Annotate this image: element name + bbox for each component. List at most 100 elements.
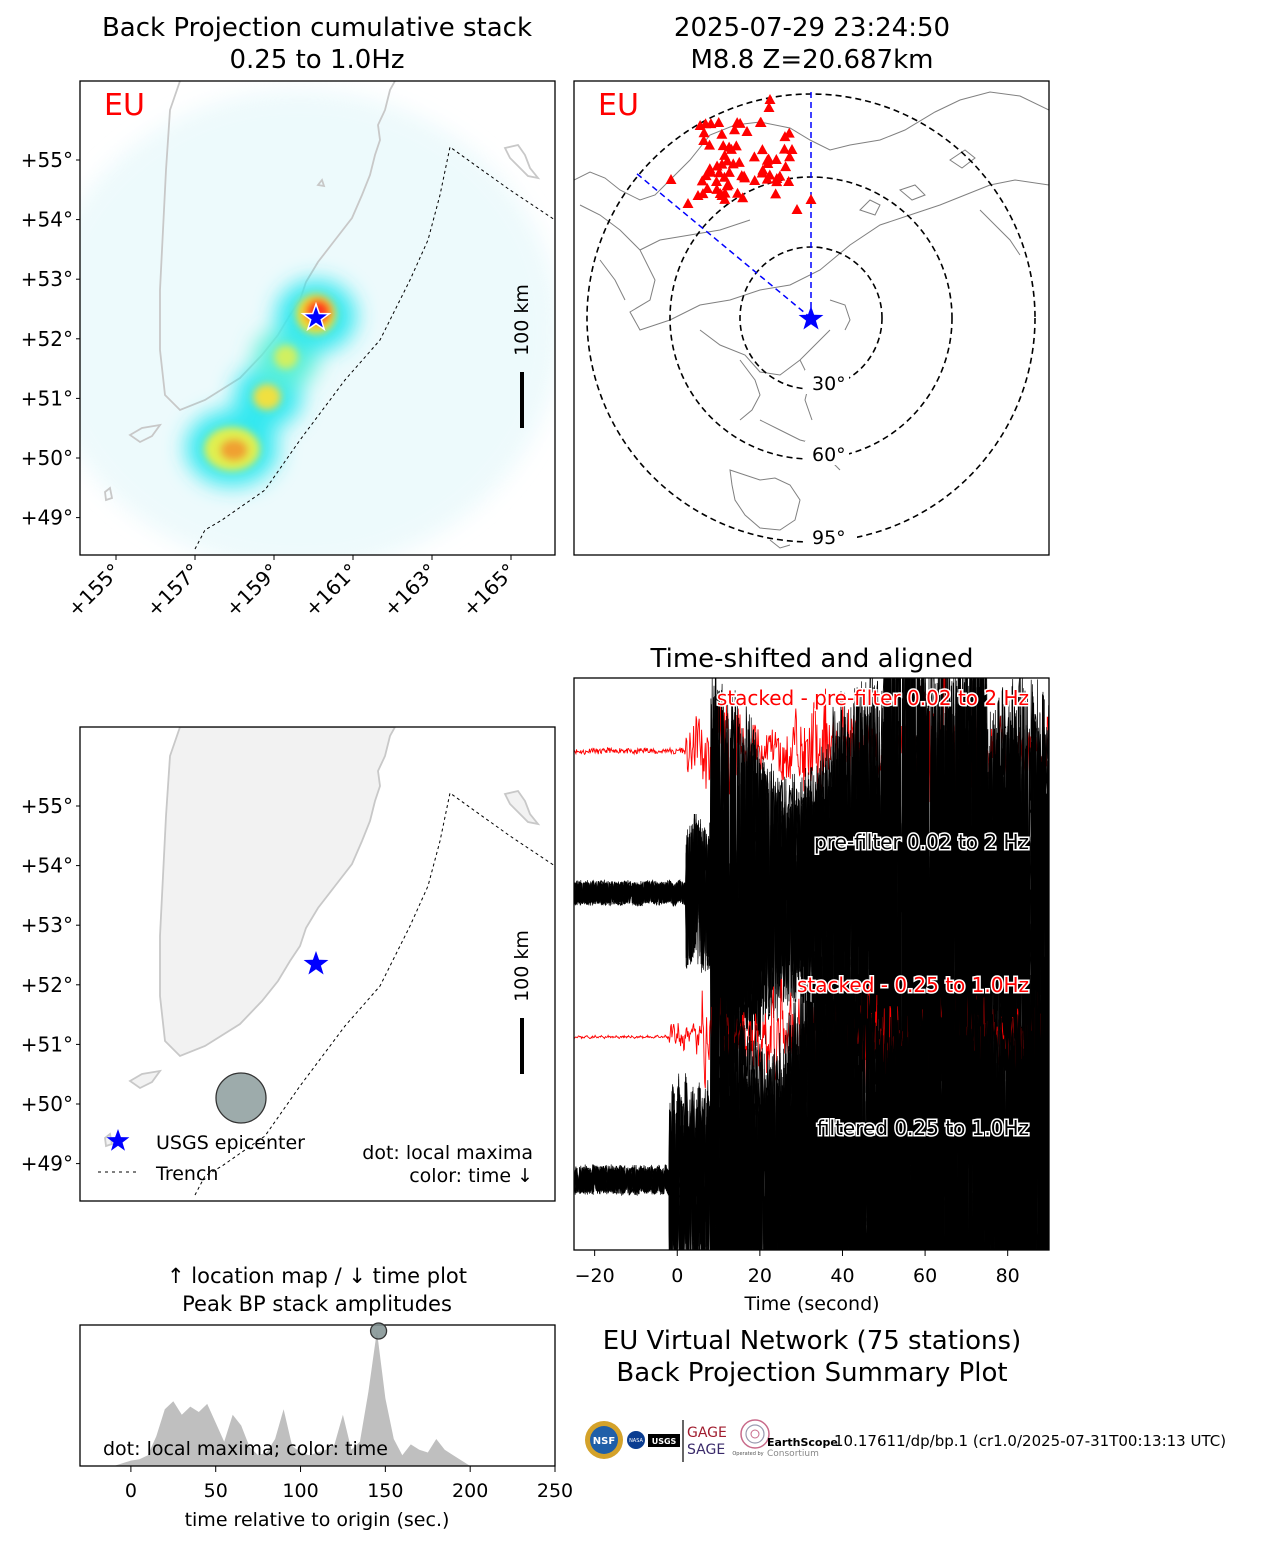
station-marker bbox=[713, 167, 725, 178]
legend-epicenter-label: USGS epicenter bbox=[156, 1132, 305, 1154]
station-marker bbox=[700, 170, 712, 181]
station-marker bbox=[741, 125, 753, 136]
station-map-title-line2: M8.8 Z=20.687km bbox=[690, 45, 933, 75]
station-marker bbox=[697, 188, 709, 199]
station-marker bbox=[748, 151, 760, 162]
time-tick-label: 60 bbox=[913, 1265, 937, 1287]
ring-label-30: 30° bbox=[812, 373, 846, 395]
station-marker bbox=[694, 119, 706, 130]
station-marker bbox=[791, 204, 803, 214]
station-marker bbox=[713, 116, 725, 127]
lon-tick-label: +157° bbox=[142, 559, 205, 622]
station-marker bbox=[763, 153, 775, 164]
station-marker bbox=[717, 140, 729, 151]
logo-strip: NSF NASA USGS GAGE SAGE Operated by Eart… bbox=[585, 1419, 838, 1462]
lat-ticks: +55° +54° +53° +52° +51° +50° +49° bbox=[21, 148, 80, 530]
sage-logo: SAGE bbox=[687, 1442, 725, 1458]
bp-map-panel: Back Projection cumulative stack 0.25 to… bbox=[21, 13, 556, 622]
station-marker bbox=[770, 154, 782, 165]
network-label: EU bbox=[104, 88, 145, 123]
station-marker bbox=[696, 175, 708, 186]
station-marker bbox=[783, 127, 795, 138]
bp-map-title-line1: Back Projection cumulative stack bbox=[102, 13, 532, 43]
epicenter-star bbox=[303, 951, 329, 975]
station-marker bbox=[698, 135, 710, 146]
ring-label-95: 95° bbox=[812, 527, 846, 549]
lat-tick-label: +55° bbox=[21, 148, 73, 172]
local-maximum-dot bbox=[215, 1072, 267, 1124]
station-marker bbox=[705, 118, 717, 129]
bp-map-title-line2: 0.25 to 1.0Hz bbox=[229, 45, 404, 75]
summary-block: EU Virtual Network (75 stations) Back Pr… bbox=[585, 1326, 1226, 1462]
station-marker bbox=[780, 161, 792, 172]
nsf-logo: NSF bbox=[585, 1421, 623, 1459]
station-marker bbox=[716, 128, 728, 139]
station-marker bbox=[756, 144, 768, 155]
nsf-logo-text: NSF bbox=[593, 1436, 615, 1447]
scale-label: 100 km bbox=[511, 284, 533, 356]
coastline bbox=[104, 727, 541, 1148]
peak-time-ticks: 0 50 100 150 200 250 bbox=[125, 1466, 573, 1502]
station-marker bbox=[701, 183, 713, 194]
station-marker bbox=[722, 179, 734, 190]
station-marker bbox=[786, 144, 798, 154]
filtered-trace bbox=[574, 906, 1049, 1250]
epicenter-star bbox=[300, 301, 332, 332]
station-map-title-line1: 2025-07-29 23:24:50 bbox=[674, 13, 950, 43]
station-marker bbox=[770, 188, 782, 199]
lat-tick-label: +54° bbox=[21, 208, 73, 232]
station-marker bbox=[704, 139, 716, 150]
lat-tick-label: +53° bbox=[21, 913, 73, 937]
station-marker bbox=[721, 155, 733, 166]
peak-maximum-dot bbox=[369, 1322, 388, 1340]
earthscope-logo: Operated by EarthScope Consortium bbox=[732, 1419, 838, 1459]
time-ticks: −20 0 20 40 60 80 bbox=[575, 1250, 1020, 1287]
lat-tick-label: +50° bbox=[21, 1092, 73, 1116]
series-label-stacked-prefilter: stacked - pre-filter 0.02 to 2 Hz bbox=[717, 686, 1029, 710]
station-marker bbox=[763, 102, 775, 112]
station-marker bbox=[729, 124, 741, 135]
lon-tick-label: +163° bbox=[379, 559, 442, 622]
lon-tick-label: +155° bbox=[63, 559, 126, 622]
traces-title: Time-shifted and aligned bbox=[650, 644, 974, 674]
lat-tick-label: +50° bbox=[21, 446, 73, 470]
traces-panel: Time-shifted and aligned stacked - pre-f… bbox=[573, 644, 1050, 1315]
station-marker bbox=[783, 176, 795, 187]
station-marker bbox=[723, 166, 735, 177]
time-tick-label: 80 bbox=[996, 1265, 1020, 1287]
peak-time-tick-label: 0 bbox=[125, 1480, 137, 1502]
lat-tick-label: +49° bbox=[21, 1152, 73, 1176]
lat-tick-label: +55° bbox=[21, 794, 73, 818]
ring-label-60: 60° bbox=[812, 444, 846, 466]
lat-tick-label: +52° bbox=[21, 327, 73, 351]
scale-label: 100 km bbox=[511, 930, 533, 1002]
time-tick-label: −20 bbox=[575, 1265, 615, 1287]
time-tick-label: 40 bbox=[830, 1265, 854, 1287]
station-marker bbox=[749, 175, 761, 186]
lon-tick-label: +165° bbox=[458, 559, 521, 622]
summary-line1: EU Virtual Network (75 stations) bbox=[603, 1326, 1021, 1356]
lat-tick-label: +49° bbox=[21, 506, 73, 530]
lat-tick-label: +51° bbox=[21, 386, 73, 410]
peak-time-tick-label: 250 bbox=[537, 1480, 573, 1502]
lat-tick-label: +52° bbox=[21, 973, 73, 997]
peak-note: dot: local maxima; color: time bbox=[103, 1438, 388, 1460]
station-marker bbox=[734, 117, 746, 128]
prefilter-trace bbox=[574, 678, 1049, 1158]
lat-ticks: +55° +54° +53° +52° +51° +50° +49° bbox=[21, 794, 80, 1176]
station-marker bbox=[705, 166, 717, 177]
station-marker bbox=[665, 174, 677, 184]
station-marker bbox=[805, 194, 817, 204]
peak-title-line1: ↑ location map / ↓ time plot bbox=[167, 1264, 467, 1288]
legend-epicenter-icon bbox=[106, 1129, 130, 1151]
peak-time-tick-label: 150 bbox=[367, 1480, 403, 1502]
station-marker bbox=[755, 117, 767, 128]
station-marker bbox=[730, 140, 742, 151]
earthscope-logo-text: EarthScope bbox=[767, 1436, 838, 1449]
station-marker bbox=[711, 176, 723, 187]
earthscope-operated-by: Operated by bbox=[732, 1451, 763, 1457]
station-marker bbox=[733, 156, 745, 167]
station-marker bbox=[711, 183, 723, 194]
lon-tick-label: +159° bbox=[221, 559, 284, 622]
